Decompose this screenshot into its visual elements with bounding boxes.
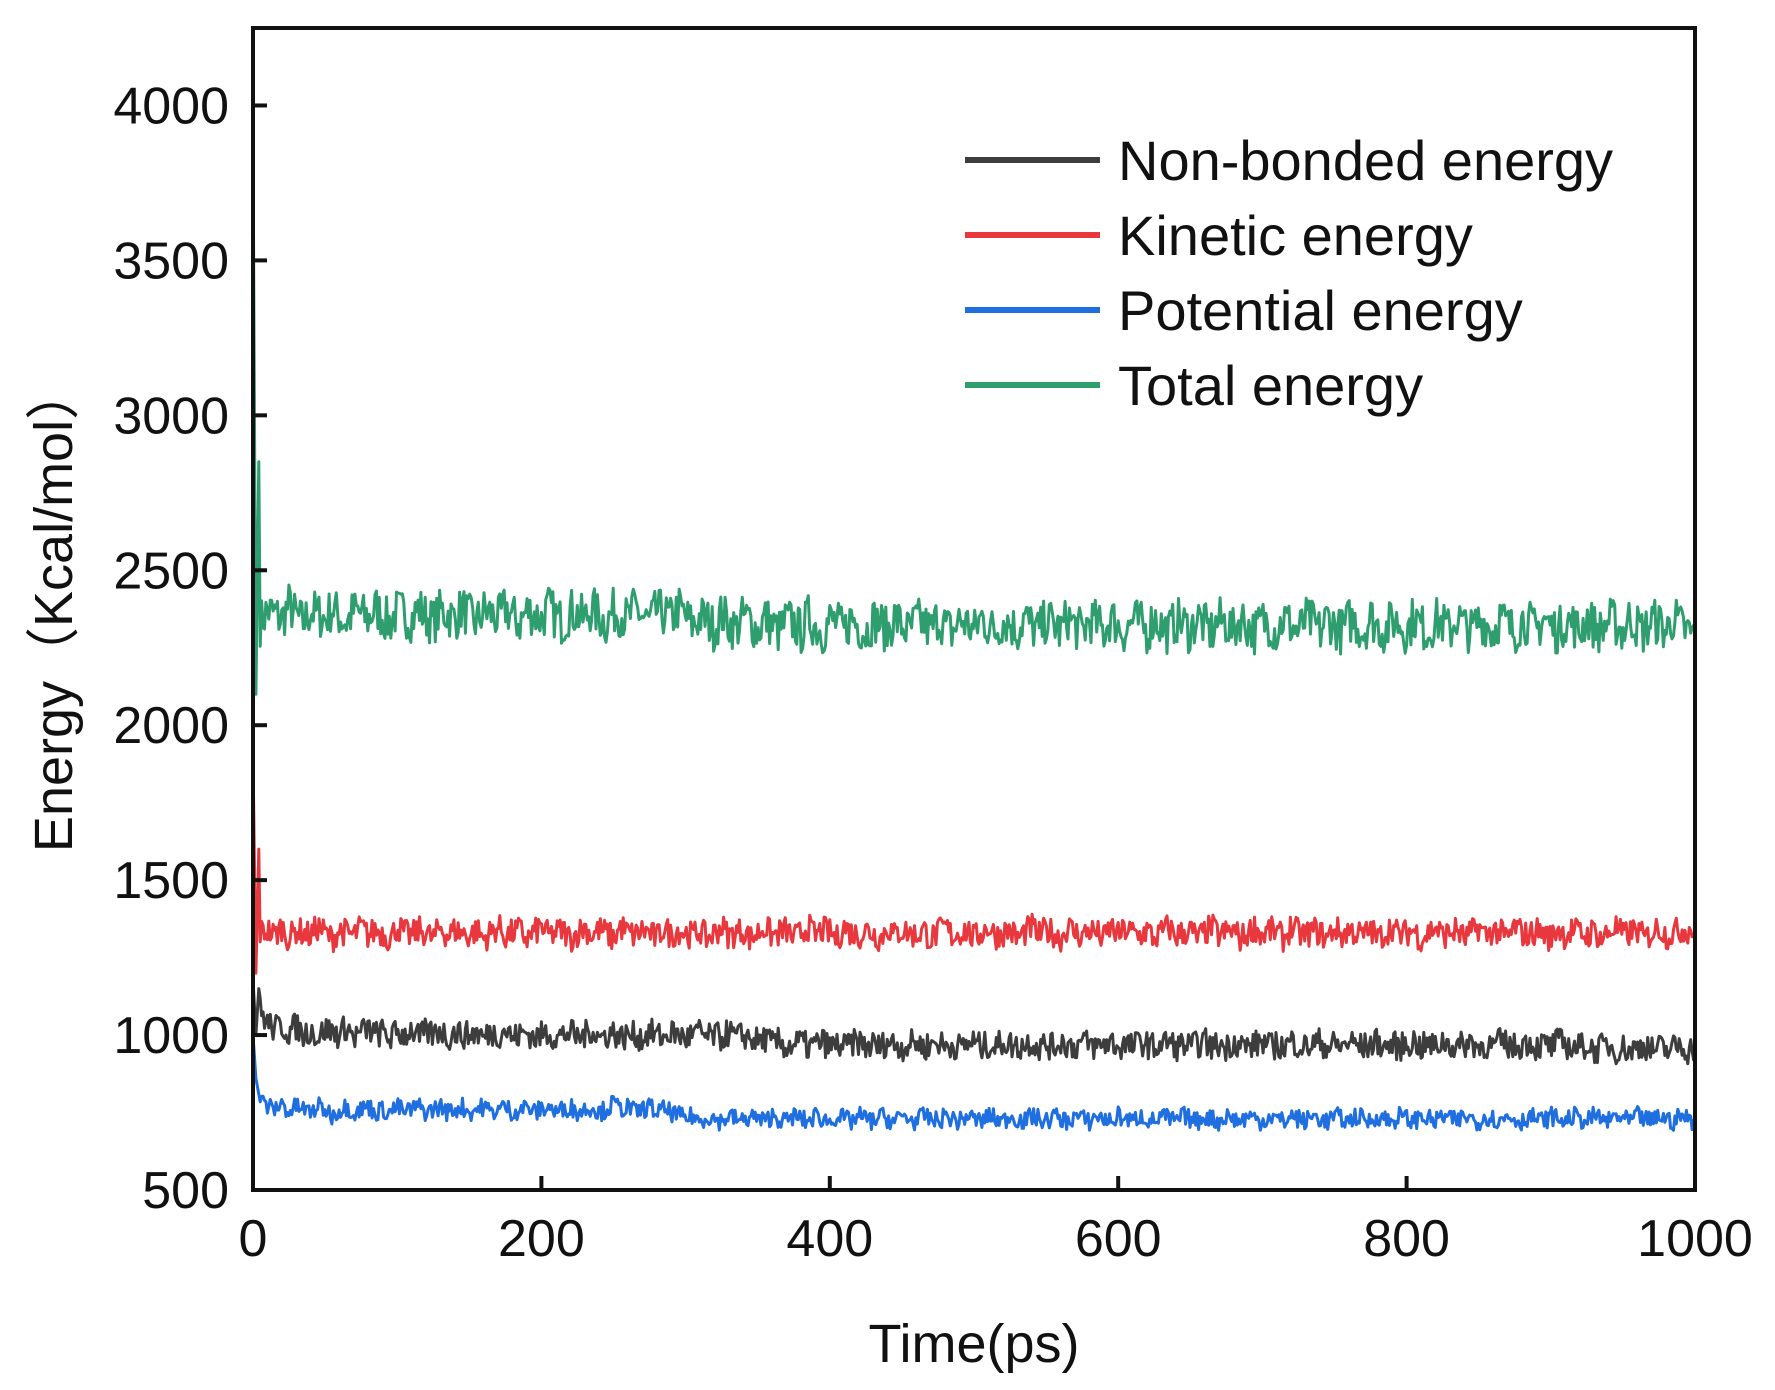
- y-tick-label: 1000: [113, 1007, 229, 1065]
- series-layer: [251, 136, 1697, 1132]
- y-tick-label: 500: [142, 1162, 229, 1220]
- y-axis-title: Energy（Kcal/mol）: [24, 366, 84, 852]
- y-tick-label: 3000: [113, 387, 229, 445]
- tick-layer: 0 200 400 600 800 1000 500 1000 1500 2000 2500 3000…: [113, 77, 1753, 1268]
- plot-frame: [251, 26, 1697, 1192]
- series-line-potential-energy: [251, 1034, 1697, 1132]
- y-tick-label: 2000: [113, 697, 229, 755]
- series-line-total-energy: [251, 136, 1697, 696]
- legend-label: Total energy: [1118, 354, 1423, 417]
- x-tick-label: 1000: [1637, 1210, 1753, 1268]
- x-tick-label: 800: [1363, 1210, 1450, 1268]
- y-tick-label: 2500: [113, 542, 229, 600]
- series-line-non-bonded-energy: [251, 979, 1697, 1066]
- y-tick-label: 3500: [113, 232, 229, 290]
- legend-label: Non-bonded energy: [1118, 129, 1613, 192]
- legend-label: Potential energy: [1118, 279, 1523, 342]
- x-tick-label: 0: [239, 1210, 268, 1268]
- y-tick-label: 4000: [113, 77, 229, 135]
- x-tick-label: 200: [498, 1210, 585, 1268]
- series-line-kinetic-energy: [251, 756, 1697, 975]
- x-axis-title: Time(ps): [869, 1314, 1080, 1374]
- x-tick-label: 400: [786, 1210, 873, 1268]
- x-tick-label: 600: [1075, 1210, 1162, 1268]
- legend: Non-bonded energy Kinetic energy Potential…: [965, 129, 1613, 417]
- y-tick-label: 1500: [113, 852, 229, 910]
- legend-label: Kinetic energy: [1118, 204, 1473, 267]
